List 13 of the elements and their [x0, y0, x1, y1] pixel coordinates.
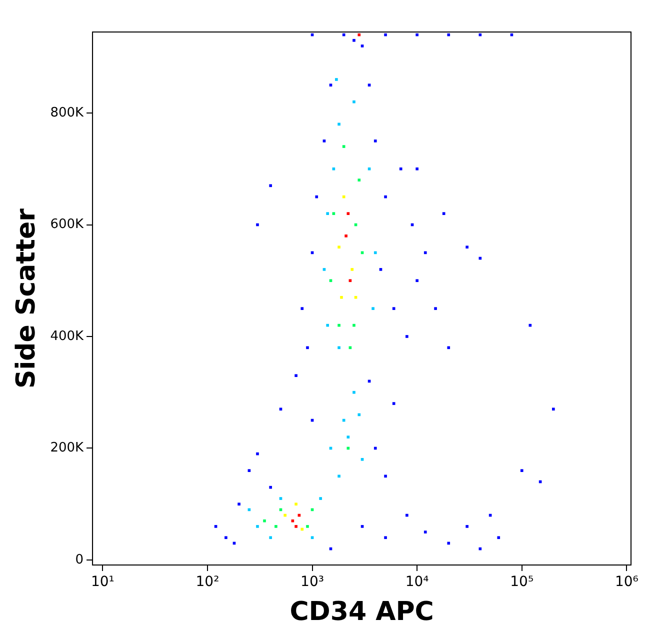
y-tick-label: 600K: [50, 217, 84, 232]
x-axis-title: CD34 APC: [290, 597, 434, 628]
x-tick-label: 10⁴: [405, 574, 430, 590]
y-tick-label: 400K: [50, 328, 84, 344]
y-tick-label: 200K: [50, 440, 84, 456]
x-tick-label: 10²: [196, 574, 220, 590]
y-tick-label: 0: [75, 552, 84, 568]
x-tick-label: 10¹: [90, 574, 114, 590]
x-tick-label: 10⁶: [614, 574, 639, 590]
y-tick-label: 800K: [50, 105, 84, 120]
x-tick-label: 10³: [300, 574, 324, 590]
y-axis-title: Side Scatter: [11, 208, 42, 388]
x-tick-label: 10⁵: [510, 574, 534, 590]
